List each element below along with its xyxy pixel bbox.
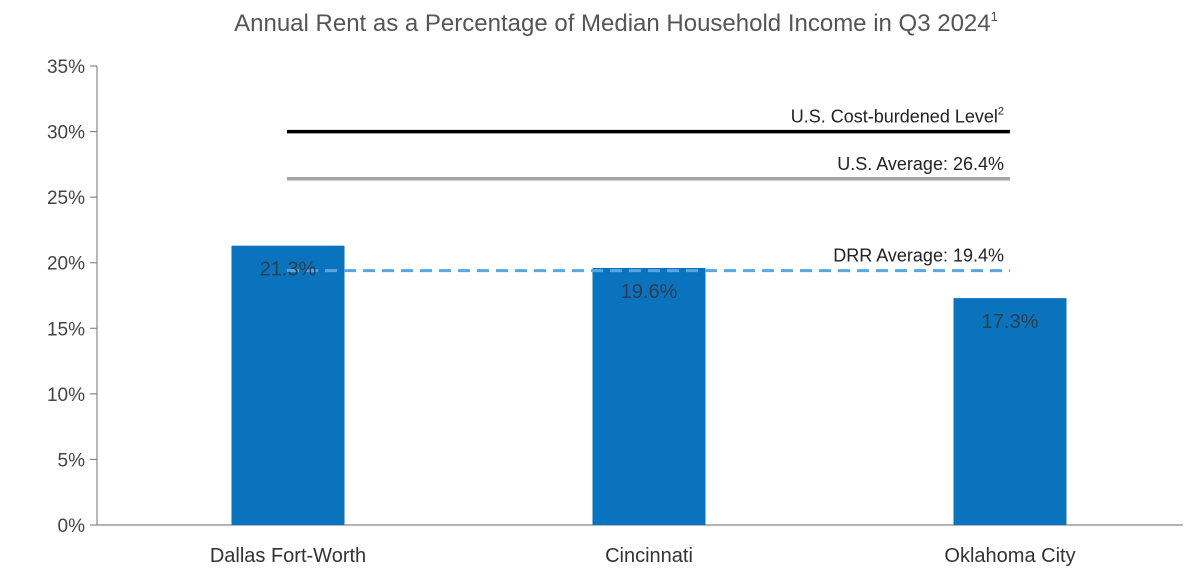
bars <box>231 245 1067 525</box>
bar-value-label: 19.6% <box>621 281 678 303</box>
bar-value-label: 17.3% <box>982 311 1039 333</box>
x-tick-label: Oklahoma City <box>944 545 1075 567</box>
reference-line-label: DRR Average: 19.4% <box>833 246 1004 266</box>
y-tick-label: 0% <box>58 516 86 537</box>
chart-title-superscript: 1 <box>991 9 998 24</box>
reference-line-label: U.S. Average: 26.4% <box>837 154 1004 174</box>
y-tick-label: 25% <box>47 188 85 209</box>
bar <box>953 298 1067 525</box>
y-tick-label: 15% <box>47 319 85 340</box>
y-tick-label: 10% <box>47 385 85 406</box>
value-labels: 21.3% 19.6% 17.3% <box>260 259 1039 333</box>
reference-line-label-text: U.S. Cost-burdened Level <box>791 107 998 127</box>
x-axis: Dallas Fort-Worth Cincinnati Oklahoma City <box>210 545 1076 567</box>
reference-line-label: U.S. Cost-burdened Level2 <box>791 106 1004 127</box>
bar-value-label: 21.3% <box>260 259 317 281</box>
x-tick-label: Cincinnati <box>605 545 693 567</box>
reference-line-label-text: U.S. Average: 26.4% <box>837 154 1004 174</box>
y-tick-label: 35% <box>47 57 85 78</box>
x-tick-label: Dallas Fort-Worth <box>210 545 366 567</box>
bar <box>231 245 345 525</box>
reference-lines: U.S. Cost-burdened Level2 U.S. Average: 2… <box>287 106 1010 273</box>
y-tick-label: 20% <box>47 254 85 275</box>
bar <box>592 267 706 525</box>
reference-line-superscript: 2 <box>998 106 1004 118</box>
chart-title-text: Annual Rent as a Percentage of Median Ho… <box>234 10 991 37</box>
y-tick-label: 30% <box>47 123 85 144</box>
reference-line-label-text: DRR Average: 19.4% <box>833 246 1004 266</box>
chart-title: Annual Rent as a Percentage of Median Ho… <box>234 9 998 37</box>
y-tick-label: 5% <box>58 450 86 471</box>
